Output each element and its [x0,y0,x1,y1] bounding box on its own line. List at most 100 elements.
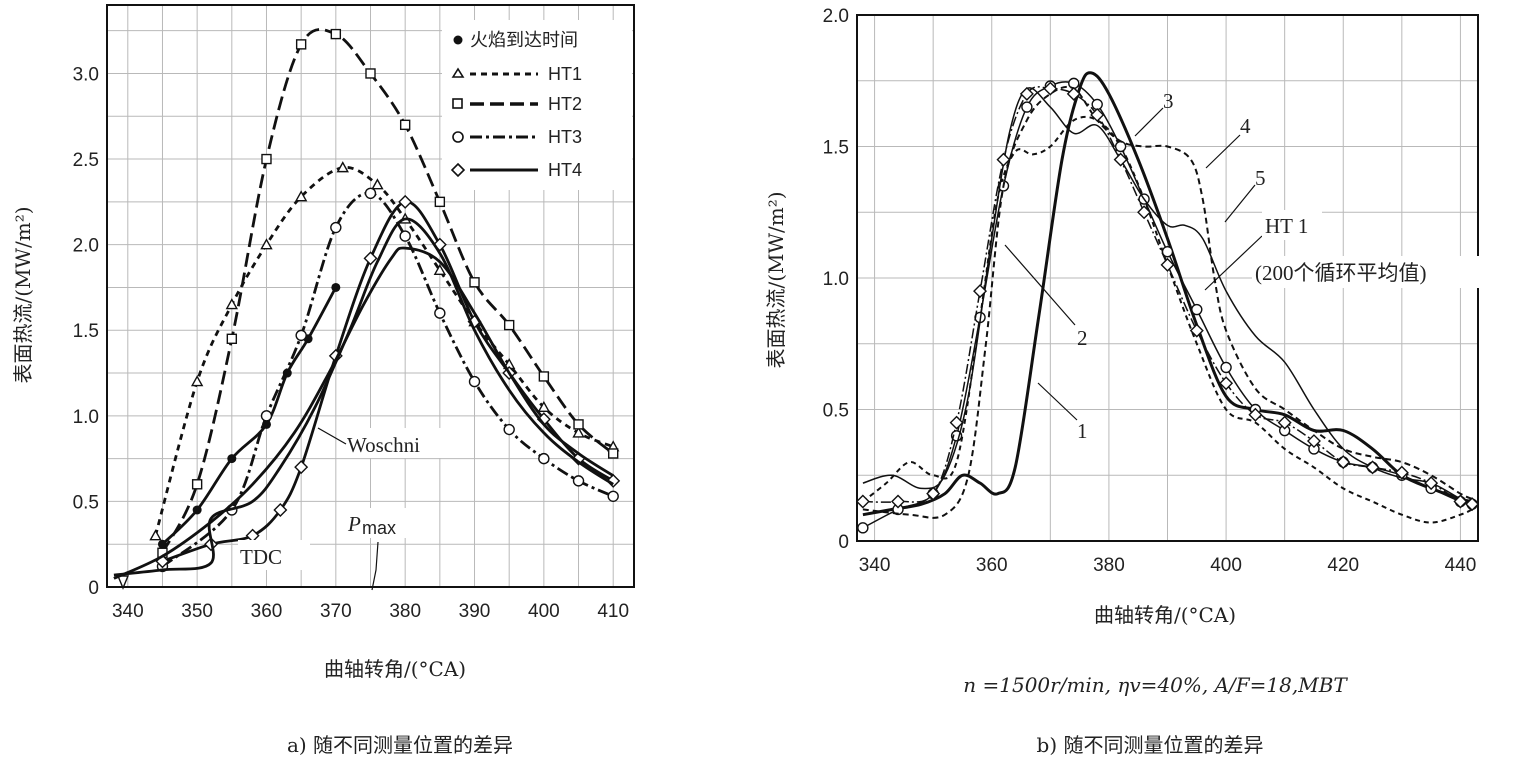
data-point [245,528,260,543]
chart-a-ticks: 340 350 360 370 380 390 400 410 0 0.5 1.0 1.5 2.0 2.5… [73,64,629,622]
data-point [1091,98,1103,111]
data-point [537,400,551,412]
data-point [261,419,271,429]
tdc-marker [116,575,130,590]
data-point [468,375,481,388]
leader-ht1 [1204,235,1263,291]
chart-a-series [113,28,621,580]
legend-label-ht3: HT3 [548,127,582,147]
x-tick-label: 410 [597,601,629,622]
series-line-HT4 [162,200,614,563]
x-tick-label: 370 [320,601,352,622]
chart-b-ticks: 340 360 380 400 420 440 0 0.5 1.0 1.5 2.0 [823,6,1477,576]
data-point [190,375,204,387]
data-point [503,319,515,331]
data-point [331,282,341,292]
data-point [949,415,964,430]
data-point [364,187,377,199]
data-point [607,448,619,459]
data-point [192,505,202,515]
data-point [399,230,411,242]
label-curve-ht1: HT 1 [1265,214,1308,238]
label-curve-4: 4 [1240,114,1251,138]
data-point [996,152,1011,167]
data-point [1277,415,1292,430]
x-tick-label: 340 [859,555,891,576]
legend-label-ht1: HT1 [548,64,582,84]
data-point [227,454,237,464]
chart-b-series [855,71,1480,534]
data-point [433,263,447,276]
pmax-label-bg [344,508,414,538]
data-point [1365,460,1380,475]
data-point [371,178,384,190]
data-point [1248,407,1263,422]
label-curve-5: 5 [1255,166,1266,190]
data-point [295,39,307,50]
woschni-leader [317,427,347,445]
chart-b-ylabel: 表面热流/(MW/m²) [764,191,788,368]
series-line-unlabeled-6 [113,217,614,577]
leader-3 [1134,107,1164,137]
x-tick-label: 360 [976,555,1008,576]
data-point [857,522,869,534]
leader-1 [1037,382,1078,421]
label-curve-1: 1 [1077,419,1088,443]
pmax-leader [371,541,379,591]
chart-b-xlabel: 曲轴转角/(°CA) [1094,603,1236,627]
data-point [1394,465,1409,480]
legend-label-ht4: HT4 [548,160,582,180]
y-tick-label: 0 [88,578,99,599]
chart-a-ylabel: 表面热流/(MW/m²) [11,206,35,383]
data-point [926,486,941,501]
x-tick-label: 390 [459,601,491,622]
label-curve-3: 3 [1163,89,1174,113]
annotation-pmax: P [347,512,361,536]
data-point [1068,77,1080,90]
series-line-4 [862,85,1473,519]
x-tick-label: 420 [1327,555,1359,576]
y-tick-label: 0 [838,532,849,553]
data-point [538,452,550,465]
data-point [398,194,413,209]
data-point [295,329,307,342]
series-line-HT1 [154,166,614,536]
leader-5 [1224,184,1256,223]
data-point [1161,245,1174,258]
legend-marker-flame [453,35,463,45]
legend-marker-ht1 [451,67,465,78]
chart-b-condition: n =1500r/min, ηv=40%, A/F=18,MBT [963,673,1348,697]
data-point [1220,361,1232,374]
data-point [1424,476,1439,491]
chart-a-legend: 火焰到达时间 HT1 HT2 HT3 HT4 [442,20,632,190]
x-tick-label: 440 [1445,555,1477,576]
x-tick-label: 400 [1210,555,1242,576]
data-point [260,410,273,422]
data-point [1019,86,1034,101]
y-tick-label: 0.5 [73,492,99,513]
y-tick-label: 1.5 [73,321,99,342]
chart-a-frame [106,4,635,588]
label-curve-2: 2 [1077,326,1088,350]
data-point [503,423,515,436]
chart-a-xlabel: 曲轴转角/(°CA) [324,657,466,681]
data-point [1453,494,1468,509]
data-point [365,68,376,79]
ht1-note-bg [1252,256,1521,288]
legend-marker-ht4 [450,162,466,178]
data-point [1219,376,1234,391]
chart-a: 340 350 360 370 380 390 400 410 0 0.5 1.0 1.5 2.0 2.5… [11,4,635,757]
data-point [149,529,162,541]
woschni-label-bg [344,428,462,458]
ht1-label-bg [1262,210,1322,240]
data-point [1113,152,1128,167]
chart-a-caption: a) 随不同测量位置的差异 [287,733,513,757]
x-tick-label: 360 [251,601,283,622]
x-tick-label: 400 [528,601,560,622]
data-point [538,371,550,382]
data-point [1189,323,1204,338]
data-point [573,419,584,430]
series-line-1 [862,71,1473,517]
tdc-label-bg [238,540,310,570]
annotation-pmax-sub: max [362,518,396,538]
